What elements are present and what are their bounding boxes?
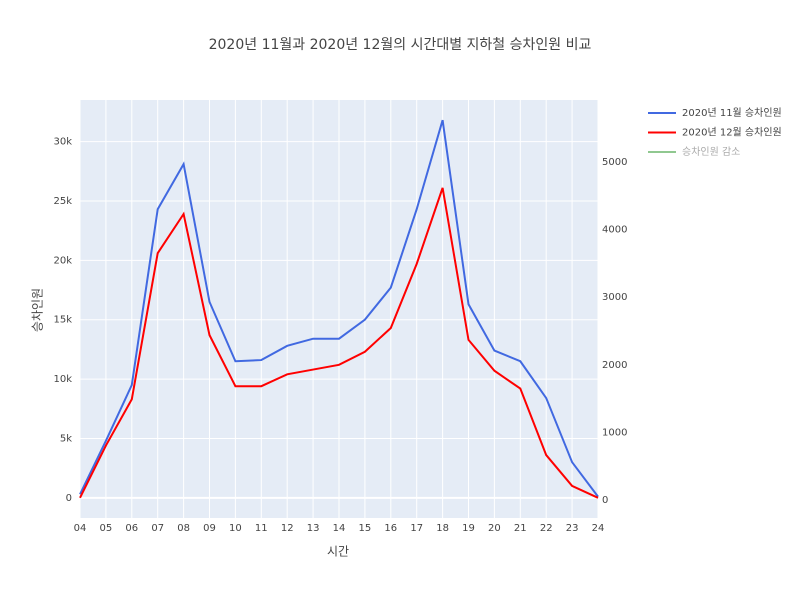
chart-title: 2020년 11월과 2020년 12월의 시간대별 지하철 승차인원 비교 <box>209 37 592 53</box>
y2-tick-label: 1000 <box>602 427 627 438</box>
x-tick-label: 13 <box>307 523 320 534</box>
x-tick-label: 07 <box>151 523 164 534</box>
legend-label: 2020년 12월 승차인원 <box>682 127 782 139</box>
y2-tick-label: 2000 <box>602 360 627 371</box>
x-tick-label: 06 <box>125 523 138 534</box>
grid <box>79 100 599 518</box>
y-tick-label: 5k <box>60 433 72 444</box>
x-tick-label: 20 <box>488 523 501 534</box>
x-tick-label: 09 <box>203 523 216 534</box>
x-tick-label: 12 <box>281 523 294 534</box>
y-tick-label: 30k <box>53 137 72 148</box>
line-series <box>79 119 599 498</box>
y2-tick-label: 3000 <box>602 292 627 303</box>
x-tick-label: 15 <box>359 523 372 534</box>
y-tick-label: 0 <box>66 493 72 504</box>
x-tick-label: 24 <box>592 523 605 534</box>
x-tick-label: 18 <box>436 523 449 534</box>
y2-tick-label: 0 <box>602 495 608 506</box>
y-tick-label: 25k <box>53 196 72 207</box>
y-tick-label: 20k <box>53 255 72 266</box>
x-tick-label: 17 <box>410 523 423 534</box>
y-axis-title: 승차인원 <box>31 288 45 332</box>
legend-label: 승차인원 감소 <box>682 146 740 158</box>
marks <box>79 119 599 499</box>
x-tick-label: 16 <box>384 523 397 534</box>
y2-tick-label: 5000 <box>602 157 627 168</box>
x-tick-label: 11 <box>255 523 268 534</box>
x-tick-label: 14 <box>333 523 346 534</box>
x-tick-label: 21 <box>514 523 527 534</box>
x-axis-title: 시간 <box>327 545 349 559</box>
x-tick-label: 22 <box>540 523 553 534</box>
x-tick-label: 05 <box>100 523 113 534</box>
x-tick-label: 23 <box>566 523 579 534</box>
y-tick-label: 15k <box>53 315 72 326</box>
legend-label: 2020년 11월 승차인원 <box>682 107 782 119</box>
y-tick-label: 10k <box>53 374 72 385</box>
x-tick-label: 08 <box>177 523 190 534</box>
y2-tick-label: 4000 <box>602 225 627 236</box>
line-series <box>79 187 599 499</box>
x-tick-label: 10 <box>229 523 242 534</box>
x-tick-label: 04 <box>74 523 87 534</box>
x-tick-label: 19 <box>462 523 475 534</box>
